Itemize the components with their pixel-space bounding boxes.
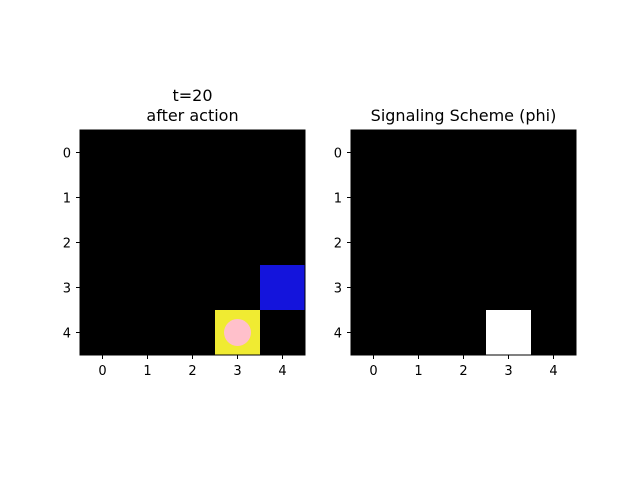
panel-title: Signaling Scheme (phi) <box>371 106 557 125</box>
x-tick-label: 3 <box>233 364 241 379</box>
x-tick-label: 1 <box>414 364 422 379</box>
x-tick-label: 4 <box>549 364 557 379</box>
x-tick-label: 1 <box>143 364 151 379</box>
grid-background <box>80 130 305 355</box>
signal-cell <box>486 310 531 355</box>
grid-background <box>351 130 576 355</box>
y-tick-label: 3 <box>63 282 71 297</box>
blue-agent-cell <box>260 265 305 310</box>
panel-subtitle: after action <box>146 106 238 125</box>
y-tick-label: 0 <box>334 147 342 162</box>
panel-title: t=20 <box>172 86 212 105</box>
y-tick-label: 2 <box>334 237 342 252</box>
y-tick-label: 3 <box>334 282 342 297</box>
y-tick-label: 4 <box>63 327 71 342</box>
pink-agent-marker <box>224 319 251 346</box>
grid-panel-1: 0 1 2 3 4 0 1 2 3 4 Signaling Scheme (phi) <box>334 106 577 379</box>
y-tick-label: 2 <box>63 237 71 252</box>
y-tick-label: 1 <box>63 192 71 207</box>
x-tick-label: 2 <box>459 364 467 379</box>
x-tick-label: 4 <box>278 364 286 379</box>
y-tick-label: 4 <box>334 327 342 342</box>
x-tick-label: 0 <box>369 364 377 379</box>
x-tick-label: 3 <box>504 364 512 379</box>
y-tick-label: 1 <box>334 192 342 207</box>
x-tick-label: 0 <box>98 364 106 379</box>
x-tick-label: 2 <box>188 364 196 379</box>
y-tick-label: 0 <box>63 147 71 162</box>
